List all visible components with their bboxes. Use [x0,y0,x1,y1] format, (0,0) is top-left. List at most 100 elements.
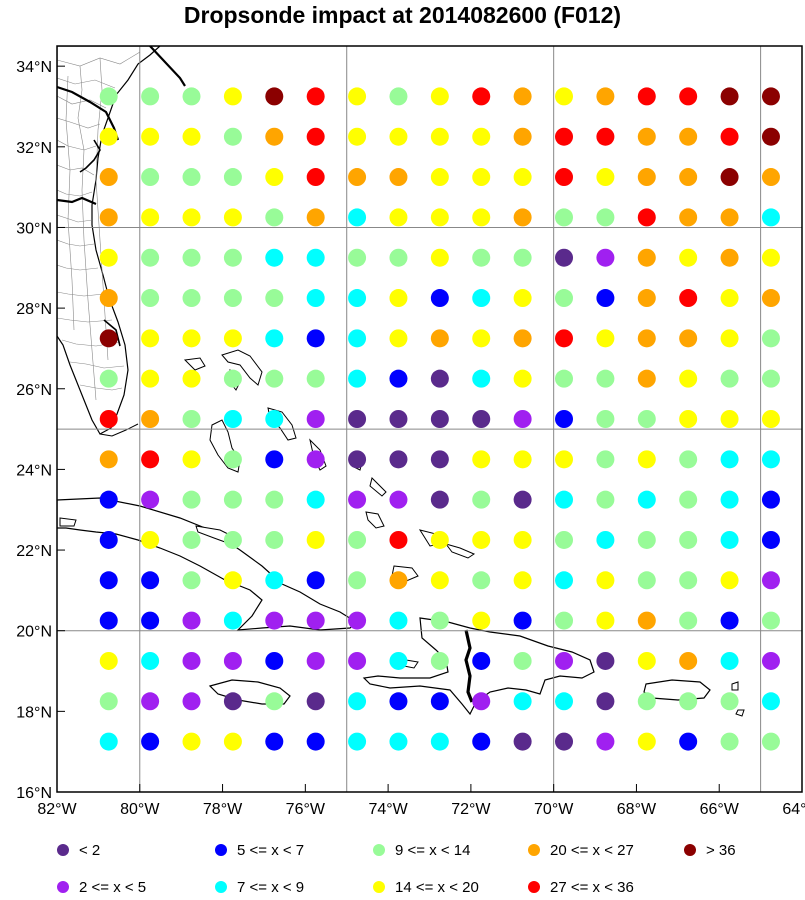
data-point [555,87,574,106]
legend-label: < 2 [79,842,100,859]
x-tick-label: 64°W [782,801,805,818]
data-point [348,732,367,751]
data-point [761,450,780,469]
legend-marker [373,844,385,856]
haiti-border [464,629,474,703]
data-point [389,127,408,146]
data-point [99,651,118,670]
data-point [555,651,574,670]
data-point [223,87,242,106]
data-point [596,369,615,388]
data-point [99,87,118,106]
data-point [223,490,242,509]
data-point [182,248,201,267]
legend-label: 9 <= x < 14 [395,842,470,859]
data-point [637,450,656,469]
data-point [223,127,242,146]
data-point [637,208,656,227]
data-point [182,289,201,308]
data-point [637,651,656,670]
data-point [513,490,532,509]
data-point [389,410,408,428]
legend-label: > 36 [706,842,736,859]
data-point [430,127,449,146]
data-point [348,651,367,670]
data-point [223,329,242,348]
data-point [182,127,201,146]
legend-marker [57,844,69,856]
data-point [306,530,325,549]
data-point [182,692,201,711]
data-point [596,450,615,469]
data-point [389,168,408,187]
cuba [57,497,357,631]
data-point [182,410,201,428]
legend-label: 14 <= x < 20 [395,879,479,896]
data-point [679,410,698,428]
data-point [596,692,615,711]
data-point [596,490,615,509]
chart-title: Dropsonde impact at 2014082600 (F012) [183,2,622,28]
data-point [182,369,201,388]
y-tick-label: 20°N [16,624,52,641]
data-point [389,732,408,751]
data-point [389,530,408,549]
data-point [348,208,367,227]
x-tick-label: 68°W [617,801,657,818]
data-point [223,369,242,388]
data-point [555,490,574,509]
data-point [430,369,449,388]
data-point [596,571,615,590]
data-point [720,450,739,469]
data-point [513,208,532,227]
data-point [555,410,574,428]
data-point [141,692,160,711]
data-point [223,732,242,751]
data-point [637,611,656,630]
legend-marker [215,881,227,893]
data-point [99,732,118,751]
data-point [761,410,780,428]
data-point [472,410,491,428]
data-point [596,530,615,549]
data-point [679,168,698,187]
data-point [720,127,739,146]
x-axis: 82°W 80°W 78°W 76°W 74°W 72°W 70°W 68°W 66°W 64°W [37,784,805,818]
data-point [679,651,698,670]
data-point [720,410,739,428]
data-point [555,369,574,388]
data-point [348,87,367,106]
data-point [306,208,325,227]
legend-marker [528,844,540,856]
data-point [265,450,284,469]
data-point [141,87,160,106]
data-point [141,450,160,469]
data-point [306,651,325,670]
data-point [720,87,739,106]
data-point [182,490,201,509]
data-point [637,127,656,146]
data-point [679,369,698,388]
data-point [761,611,780,630]
data-point [555,732,574,751]
y-tick-label: 30°N [16,220,52,237]
data-point [596,87,615,106]
data-point [182,611,201,630]
y-tick-label: 34°N [16,59,52,76]
state-line [103,319,121,347]
data-point [99,450,118,469]
data-point [430,248,449,267]
data-point [637,410,656,428]
data-point [555,530,574,549]
data-point [306,127,325,146]
data-point [555,611,574,630]
data-point [99,208,118,227]
bahamas [365,511,385,529]
data-point [430,732,449,751]
x-tick-label: 80°W [120,801,160,818]
data-point [99,168,118,187]
data-point [761,732,780,751]
data-point [637,530,656,549]
legend-marker [684,844,696,856]
data-point [637,692,656,711]
